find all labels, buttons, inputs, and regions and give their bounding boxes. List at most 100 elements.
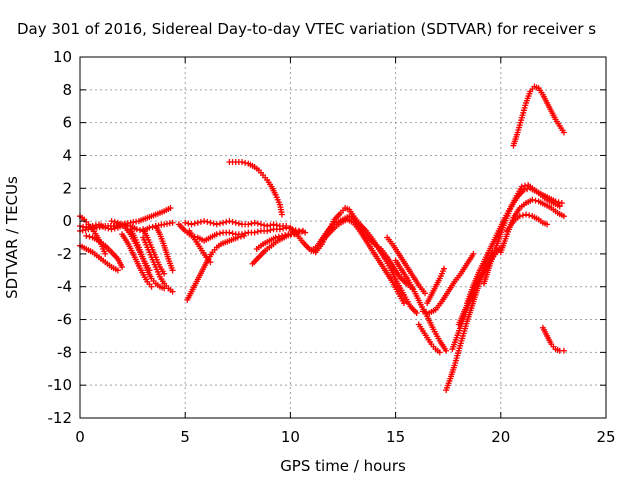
series-arc-25 <box>419 250 477 316</box>
data-point <box>213 221 220 228</box>
data-point-interp <box>197 218 204 225</box>
data-point-interp <box>216 220 223 227</box>
data-point <box>108 226 115 233</box>
data-point <box>270 221 277 228</box>
series-arc-35 <box>539 324 567 354</box>
data-point <box>169 219 176 226</box>
data-point-interp <box>254 228 261 235</box>
data-point <box>257 221 264 228</box>
data-point <box>422 290 429 297</box>
data-point <box>245 221 252 228</box>
data-point-interp <box>524 186 531 193</box>
data-point <box>232 219 239 226</box>
data-point-interp <box>229 230 236 237</box>
data-point <box>119 264 126 271</box>
data-point-interp <box>273 222 280 229</box>
y-tick-label: 4 <box>62 146 72 164</box>
data-point <box>518 183 525 190</box>
data-point <box>148 283 155 290</box>
data-point <box>194 219 201 226</box>
data-point <box>272 234 279 241</box>
series-arc-33 <box>504 211 551 234</box>
data-point-interp <box>86 233 93 240</box>
data-point <box>443 347 450 354</box>
data-point <box>239 159 246 166</box>
data-point <box>114 267 121 274</box>
data-point <box>401 300 408 307</box>
series-arc-16 <box>226 159 285 218</box>
data-point <box>278 232 285 239</box>
data-points <box>77 83 567 394</box>
data-point <box>102 224 109 231</box>
data-point-interp <box>111 218 118 225</box>
data-point <box>251 219 258 226</box>
data-point <box>300 227 307 234</box>
data-point-interp <box>111 225 118 232</box>
data-point <box>226 229 233 236</box>
y-tick-label: -2 <box>57 245 72 263</box>
data-point <box>523 211 530 218</box>
y-tick-label: -8 <box>57 343 72 361</box>
data-point <box>544 221 551 228</box>
data-point-interp <box>229 218 236 225</box>
series-arc-29 <box>455 242 506 328</box>
data-point-interp <box>521 182 528 189</box>
y-tick-label: 10 <box>53 48 72 66</box>
data-point <box>207 259 214 266</box>
data-point <box>239 231 246 238</box>
data-point-interp <box>261 222 268 229</box>
x-tick-label: 10 <box>281 428 300 446</box>
data-point <box>529 196 536 203</box>
data-point <box>220 219 227 226</box>
data-point <box>83 232 90 239</box>
data-point-interp <box>242 159 249 166</box>
series-arc-14 <box>182 218 290 230</box>
y-tick-label: -12 <box>48 409 73 427</box>
axis-ticks: 0 5 10 15 20 25 -12 -10 -8 -6 -4 -2 0 2 4 6 8 10 <box>48 48 616 446</box>
y-tick-label: 0 <box>62 212 72 230</box>
data-point-interp <box>242 230 249 237</box>
data-point-interp <box>204 218 211 225</box>
series-arc-12 <box>184 232 248 303</box>
data-point-interp <box>526 212 533 219</box>
data-point <box>419 308 426 315</box>
x-tick-label: 15 <box>386 428 405 446</box>
data-point <box>413 309 420 316</box>
series-arc-31 <box>480 181 563 287</box>
data-point <box>470 250 477 257</box>
y-tick-label: 6 <box>62 114 72 132</box>
data-point <box>556 203 563 210</box>
data-point <box>167 204 174 211</box>
data-point-interp <box>149 223 156 230</box>
series-arc-05 <box>83 232 126 271</box>
plot-frame <box>79 56 607 419</box>
series-arc-26 <box>424 265 447 307</box>
series-arc-34 <box>510 83 567 149</box>
data-point <box>83 224 90 231</box>
data-point <box>146 224 153 231</box>
data-point-interp <box>136 227 143 234</box>
data-point <box>188 221 195 228</box>
data-point <box>213 231 220 238</box>
data-point-interp <box>519 212 526 219</box>
data-point-interp <box>216 230 223 237</box>
data-point <box>234 234 241 241</box>
series-arc-11 <box>152 223 176 274</box>
data-point <box>251 229 258 236</box>
data-point <box>226 218 233 225</box>
data-point <box>516 213 523 220</box>
data-point <box>560 129 567 136</box>
y-tick-label: -6 <box>57 311 72 329</box>
data-point-interp <box>282 232 289 239</box>
data-point-interp <box>275 233 282 240</box>
data-point <box>283 223 290 230</box>
data-point <box>108 218 115 225</box>
data-point-interp <box>296 228 303 235</box>
series-arc-08 <box>119 231 155 290</box>
data-point-interp <box>248 220 255 227</box>
x-tick-label: 25 <box>596 428 615 446</box>
data-point <box>560 213 567 220</box>
y-tick-label: -4 <box>57 278 72 296</box>
data-point-interp <box>105 225 112 232</box>
